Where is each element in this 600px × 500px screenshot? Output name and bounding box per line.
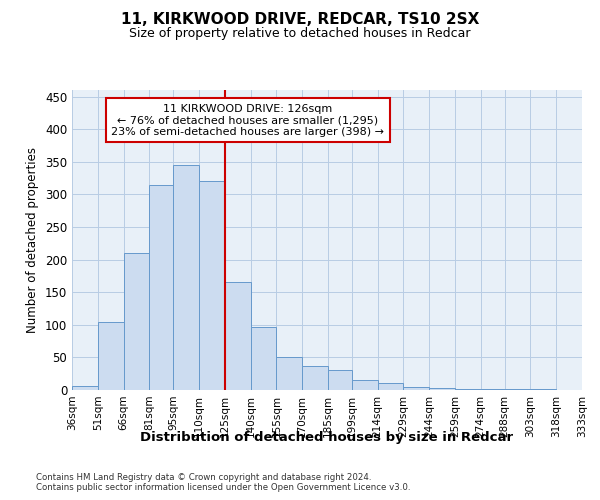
Bar <box>199 182 225 390</box>
Bar <box>429 388 455 390</box>
Bar <box>149 184 173 390</box>
Bar <box>352 380 377 390</box>
Bar <box>98 322 124 390</box>
Bar <box>377 384 403 390</box>
Text: Distribution of detached houses by size in Redcar: Distribution of detached houses by size … <box>140 431 514 444</box>
Text: Contains public sector information licensed under the Open Government Licence v3: Contains public sector information licen… <box>36 482 410 492</box>
Text: Size of property relative to detached houses in Redcar: Size of property relative to detached ho… <box>129 28 471 40</box>
Bar <box>124 253 149 390</box>
Bar <box>302 366 328 390</box>
Text: 11 KIRKWOOD DRIVE: 126sqm
← 76% of detached houses are smaller (1,295)
23% of se: 11 KIRKWOOD DRIVE: 126sqm ← 76% of detac… <box>112 104 385 136</box>
Bar <box>173 165 199 390</box>
Bar <box>251 326 277 390</box>
Bar <box>403 386 429 390</box>
Bar <box>455 388 481 390</box>
Bar <box>225 282 251 390</box>
Y-axis label: Number of detached properties: Number of detached properties <box>26 147 40 333</box>
Bar <box>277 358 302 390</box>
Text: Contains HM Land Registry data © Crown copyright and database right 2024.: Contains HM Land Registry data © Crown c… <box>36 472 371 482</box>
Bar <box>72 386 98 390</box>
Bar <box>328 370 352 390</box>
Text: 11, KIRKWOOD DRIVE, REDCAR, TS10 2SX: 11, KIRKWOOD DRIVE, REDCAR, TS10 2SX <box>121 12 479 28</box>
